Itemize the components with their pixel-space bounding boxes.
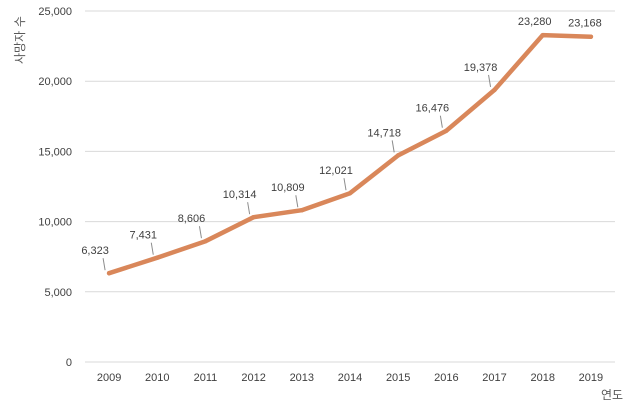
label-leader-line xyxy=(150,242,154,255)
x-tick-label: 2015 xyxy=(386,372,410,384)
data-label: 14,718 xyxy=(367,127,401,139)
label-leader-line xyxy=(102,258,106,271)
data-point xyxy=(347,191,353,196)
y-axis-ticks: 0 5,000 10,000 15,000 20,000 25,000 xyxy=(38,6,72,369)
series-line xyxy=(106,32,594,276)
data-label: 6,323 xyxy=(81,245,109,257)
data-point xyxy=(155,255,160,260)
x-tick-label: 2011 xyxy=(194,372,218,384)
x-tick-label: 2009 xyxy=(97,372,121,384)
data-point xyxy=(540,32,545,38)
y-tick-label: 15,000 xyxy=(38,146,72,158)
x-tick-label: 2018 xyxy=(530,372,554,384)
series-layer xyxy=(106,32,594,276)
y-axis-title: 사망자 수 xyxy=(13,16,27,64)
data-point xyxy=(395,153,401,158)
x-tick-label: 2010 xyxy=(145,372,169,384)
y-tick-label: 0 xyxy=(66,357,72,369)
data-point xyxy=(299,208,305,213)
x-tick-label: 2017 xyxy=(482,372,506,384)
data-point xyxy=(251,214,256,220)
data-point xyxy=(444,128,449,133)
data-label: 10,314 xyxy=(223,189,257,201)
y-tick-label: 10,000 xyxy=(38,217,72,229)
label-leader-line xyxy=(198,226,202,239)
x-tick-label: 2013 xyxy=(290,372,314,384)
x-tick-label: 2012 xyxy=(241,372,265,384)
data-label: 10,809 xyxy=(271,182,305,194)
x-tick-label: 2019 xyxy=(579,372,603,384)
x-tick-label: 2016 xyxy=(434,372,458,384)
label-leader-line xyxy=(391,140,395,153)
data-label: 19,378 xyxy=(464,62,498,74)
data-label: 23,280 xyxy=(518,16,552,28)
data-label: 23,168 xyxy=(568,18,602,30)
data-label: 16,476 xyxy=(416,103,450,115)
x-axis-title: 연도 xyxy=(601,388,623,402)
x-tick-label: 2014 xyxy=(338,372,362,384)
y-tick-label: 5,000 xyxy=(44,287,72,299)
data-point xyxy=(588,34,594,39)
data-label: 8,606 xyxy=(178,213,206,225)
y-tick-label: 25,000 xyxy=(38,6,72,18)
label-leader-line xyxy=(247,202,251,215)
data-labels: 6,323 7,431 8,606 10,314 10,809 12,021 14,718 1… xyxy=(81,16,602,271)
data-label: 12,021 xyxy=(319,165,353,177)
gridlines xyxy=(85,10,615,363)
y-tick-label: 20,000 xyxy=(38,76,72,88)
data-label: 7,431 xyxy=(130,230,158,242)
label-leader-line xyxy=(488,74,492,88)
label-leader-line xyxy=(295,195,299,208)
label-leader-line xyxy=(343,178,347,191)
data-point xyxy=(106,271,112,276)
data-point xyxy=(203,238,208,244)
x-axis-ticks: 2009 2010 2011 2012 2013 2014 2015 2016 2017 2018… xyxy=(97,372,603,384)
data-point xyxy=(492,87,497,93)
label-leader-line xyxy=(439,115,443,128)
